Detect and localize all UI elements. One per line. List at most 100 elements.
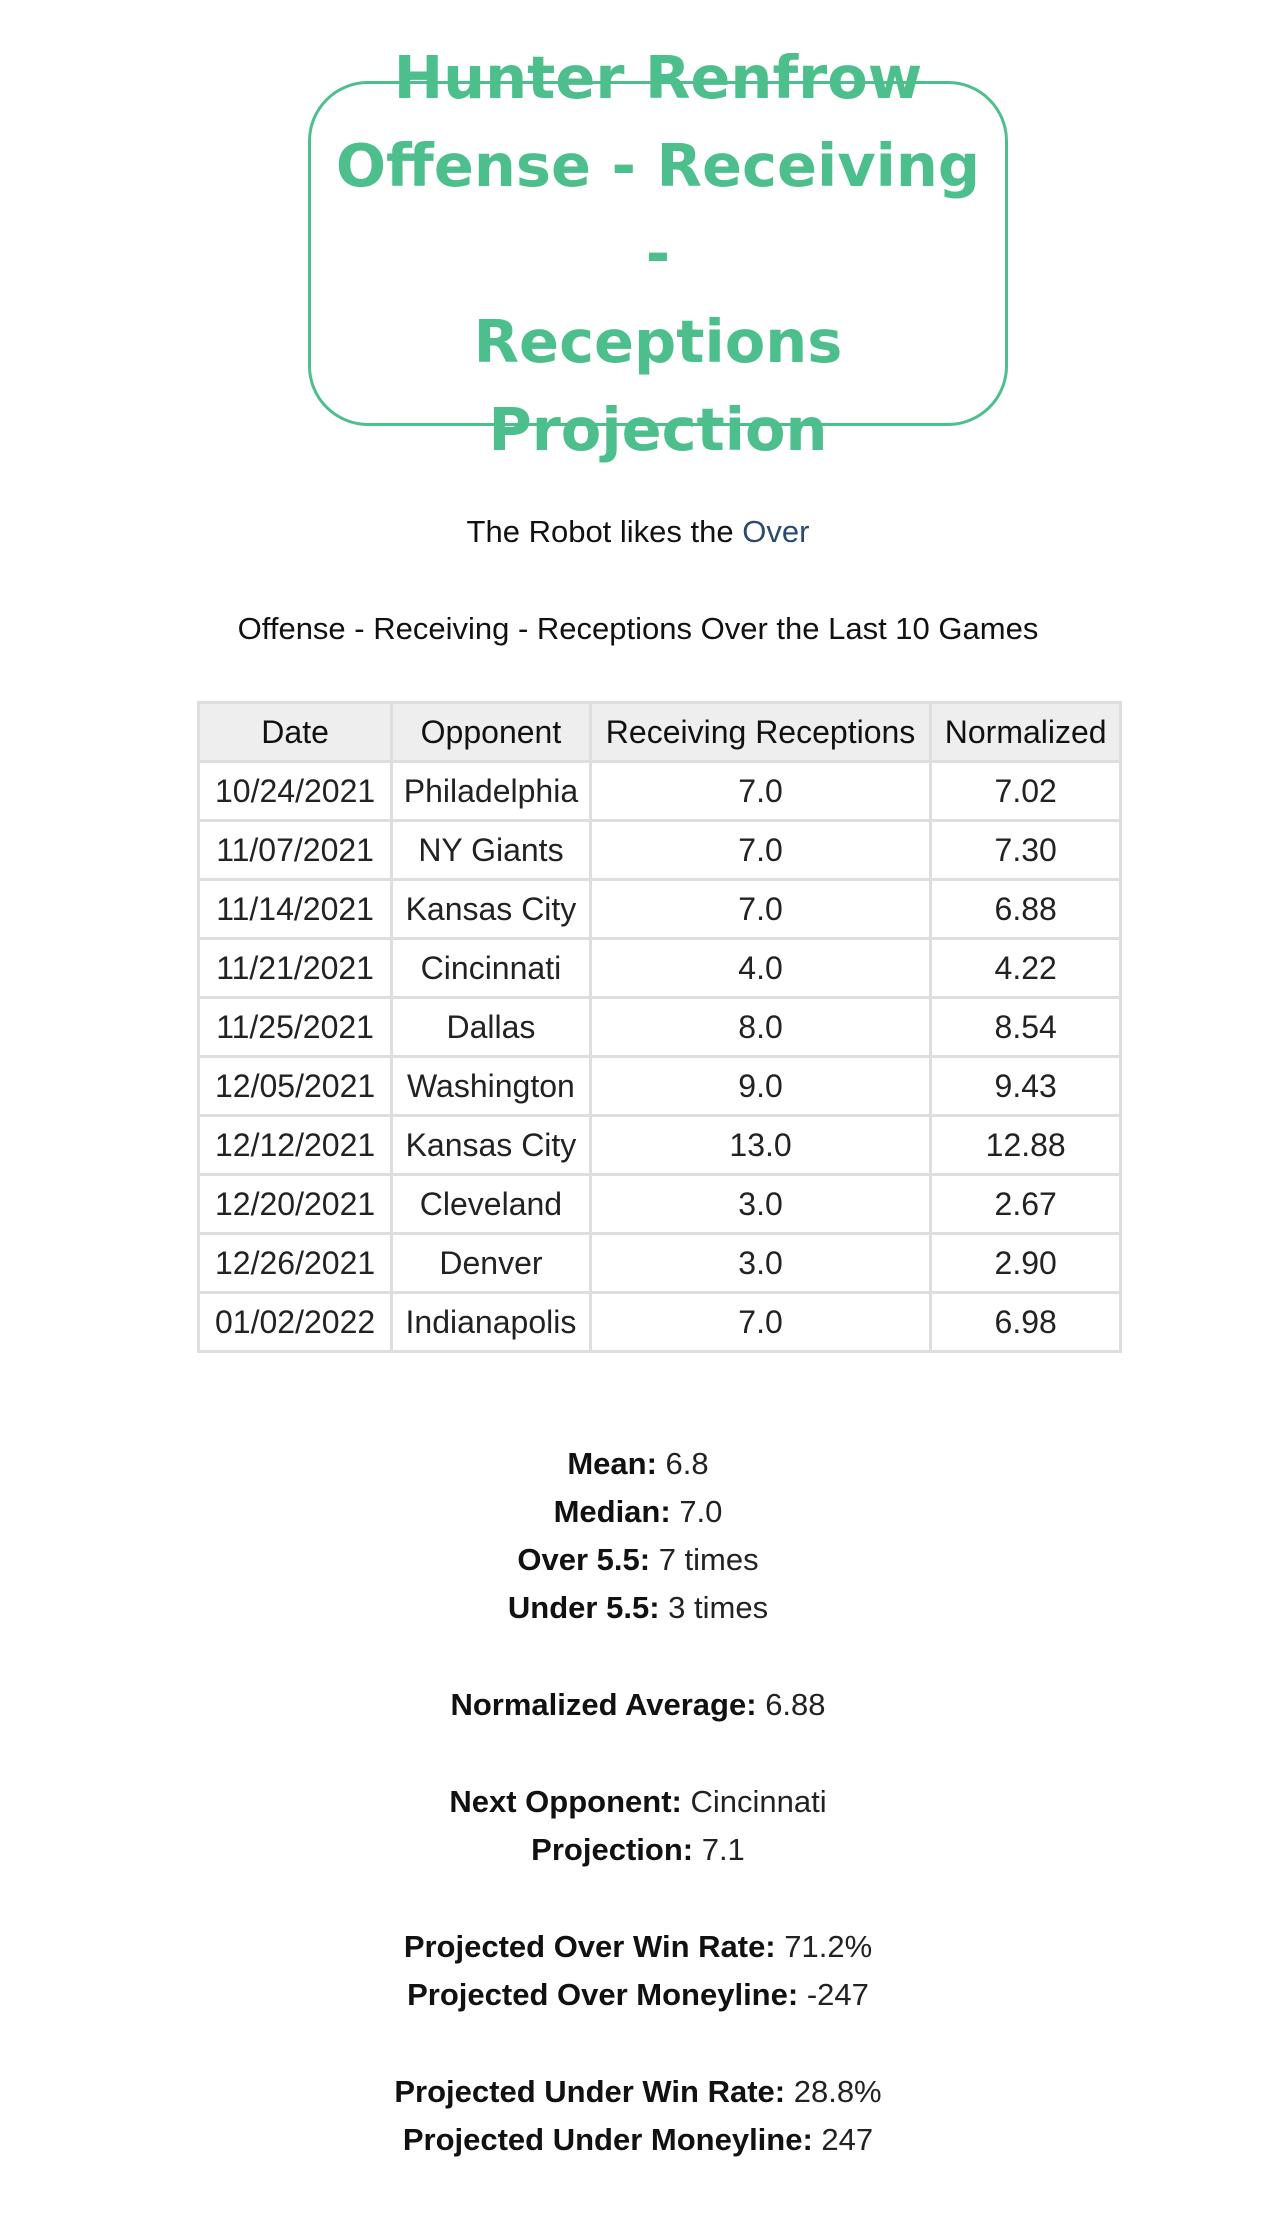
table-row: 12/05/2021 Washington 9.0 9.43 xyxy=(196,1055,1122,1117)
cell-receptions: 7.0 xyxy=(588,819,933,881)
table-row: 12/26/2021 Denver 3.0 2.90 xyxy=(196,1232,1122,1294)
cell-normalized: 4.22 xyxy=(929,937,1122,999)
header-normalized: Normalized xyxy=(929,701,1122,763)
stat-over-win-rate-label: Projected Over Win Rate: xyxy=(403,1929,776,1964)
cell-normalized: 7.02 xyxy=(929,760,1122,822)
cell-date: 11/07/2021 xyxy=(196,819,394,881)
stat-normalized-average: Normalized Average: 6.88 xyxy=(0,1681,1276,1729)
cell-date: 11/25/2021 xyxy=(196,996,394,1058)
robot-pick: Over xyxy=(742,514,810,549)
stat-normalized-average-label: Normalized Average: xyxy=(450,1687,757,1722)
table-row: 01/02/2022 Indianapolis 7.0 6.98 xyxy=(196,1291,1122,1353)
cell-date: 11/14/2021 xyxy=(196,878,394,940)
cell-normalized: 8.54 xyxy=(929,996,1122,1058)
cell-normalized: 2.67 xyxy=(929,1173,1122,1235)
over-block: Projected Over Win Rate: 71.2% Projected… xyxy=(0,1923,1276,2019)
cell-normalized: 9.43 xyxy=(929,1055,1122,1117)
stat-over-win-rate: Projected Over Win Rate: 71.2% xyxy=(0,1923,1276,1971)
robot-recommendation: The Robot likes the Over xyxy=(0,510,1276,554)
stat-median: Median: 7.0 xyxy=(0,1488,1276,1536)
stat-over-win-rate-value: 71.2% xyxy=(784,1929,873,1964)
stat-under-moneyline-label: Projected Under Moneyline: xyxy=(402,2122,813,2157)
stat-over-value: 7 times xyxy=(658,1542,759,1577)
stat-under-value: 3 times xyxy=(668,1590,769,1625)
cell-normalized: 12.88 xyxy=(929,1114,1122,1176)
summary-stats: Mean: 6.8 Median: 7.0 Over 5.5: 7 times … xyxy=(0,1440,1276,1632)
cell-normalized: 7.30 xyxy=(929,819,1122,881)
table-row: 12/20/2021 Cleveland 3.0 2.67 xyxy=(196,1173,1122,1235)
cell-receptions: 3.0 xyxy=(588,1232,933,1294)
stat-under-label: Under 5.5: xyxy=(507,1590,660,1625)
stat-over-moneyline: Projected Over Moneyline: -247 xyxy=(0,1971,1276,2019)
stat-over: Over 5.5: 7 times xyxy=(0,1536,1276,1584)
page-title: Hunter Renfrow Offense - Receiving - Rec… xyxy=(311,34,1005,474)
cell-date: 01/02/2022 xyxy=(196,1291,394,1353)
header-receiving-receptions: Receiving Receptions xyxy=(588,701,933,763)
table-row: 11/14/2021 Kansas City 7.0 6.88 xyxy=(196,878,1122,940)
cell-receptions: 9.0 xyxy=(588,1055,933,1117)
stat-normalized-average-value: 6.88 xyxy=(765,1687,826,1722)
stat-under-win-rate-value: 28.8% xyxy=(793,2074,882,2109)
cell-opponent: Philadelphia xyxy=(390,760,592,822)
cell-opponent: NY Giants xyxy=(390,819,592,881)
title-line-2: Offense - Receiving - xyxy=(335,130,981,288)
games-table: Date Opponent Receiving Receptions Norma… xyxy=(196,701,1122,1353)
cell-receptions: 8.0 xyxy=(588,996,933,1058)
stat-projection-label: Projection: xyxy=(531,1832,694,1867)
stat-under: Under 5.5: 3 times xyxy=(0,1584,1276,1632)
stat-median-value: 7.0 xyxy=(679,1494,723,1529)
cell-receptions: 4.0 xyxy=(588,937,933,999)
stat-over-label: Over 5.5: xyxy=(517,1542,651,1577)
stat-next-opponent-label: Next Opponent: xyxy=(449,1784,682,1819)
robot-prefix: The Robot likes the xyxy=(466,514,734,549)
table-row: 11/21/2021 Cincinnati 4.0 4.22 xyxy=(196,937,1122,999)
cell-opponent: Cleveland xyxy=(390,1173,592,1235)
cell-receptions: 7.0 xyxy=(588,1291,933,1353)
stat-next-opponent-value: Cincinnati xyxy=(690,1784,827,1819)
table-header-row: Date Opponent Receiving Receptions Norma… xyxy=(196,701,1122,763)
stat-mean: Mean: 6.8 xyxy=(0,1440,1276,1488)
table-row: 10/24/2021 Philadelphia 7.0 7.02 xyxy=(196,760,1122,822)
cell-opponent: Kansas City xyxy=(390,1114,592,1176)
stat-under-moneyline-value: 247 xyxy=(821,2122,874,2157)
cell-opponent: Indianapolis xyxy=(390,1291,592,1353)
cell-date: 12/05/2021 xyxy=(196,1055,394,1117)
title-card: Hunter Renfrow Offense - Receiving - Rec… xyxy=(308,43,1008,464)
stat-projection-value: 7.1 xyxy=(701,1832,745,1867)
cell-date: 12/26/2021 xyxy=(196,1232,394,1294)
cell-normalized: 6.98 xyxy=(929,1291,1122,1353)
cell-date: 12/12/2021 xyxy=(196,1114,394,1176)
header-opponent: Opponent xyxy=(390,701,592,763)
stat-mean-label: Mean: xyxy=(567,1446,657,1481)
cell-normalized: 2.90 xyxy=(929,1232,1122,1294)
cell-date: 11/21/2021 xyxy=(196,937,394,999)
cell-normalized: 6.88 xyxy=(929,878,1122,940)
cell-receptions: 13.0 xyxy=(588,1114,933,1176)
cell-opponent: Denver xyxy=(390,1232,592,1294)
stat-over-moneyline-label: Projected Over Moneyline: xyxy=(407,1977,799,2012)
title-line-3: Receptions Projection xyxy=(473,306,843,464)
cell-receptions: 7.0 xyxy=(588,760,933,822)
stat-under-win-rate-label: Projected Under Win Rate: xyxy=(394,2074,786,2109)
stat-under-moneyline: Projected Under Moneyline: 247 xyxy=(0,2116,1276,2164)
cell-opponent: Dallas xyxy=(390,996,592,1058)
header-date: Date xyxy=(196,701,394,763)
cell-receptions: 7.0 xyxy=(588,878,933,940)
cell-opponent: Washington xyxy=(390,1055,592,1117)
cell-date: 10/24/2021 xyxy=(196,760,394,822)
stat-projection: Projection: 7.1 xyxy=(0,1826,1276,1874)
cell-receptions: 3.0 xyxy=(588,1173,933,1235)
table-row: 11/25/2021 Dallas 8.0 8.54 xyxy=(196,996,1122,1058)
stat-mean-value: 6.8 xyxy=(665,1446,709,1481)
stat-median-label: Median: xyxy=(553,1494,671,1529)
under-block: Projected Under Win Rate: 28.8% Projecte… xyxy=(0,2068,1276,2164)
section-heading: Offense - Receiving - Receptions Over th… xyxy=(237,611,1039,646)
cell-opponent: Kansas City xyxy=(390,878,592,940)
cell-date: 12/20/2021 xyxy=(196,1173,394,1235)
stat-over-moneyline-value: -247 xyxy=(806,1977,869,2012)
title-line-1: Hunter Renfrow xyxy=(393,42,923,112)
stat-next-opponent: Next Opponent: Cincinnati xyxy=(0,1778,1276,1826)
cell-opponent: Cincinnati xyxy=(390,937,592,999)
stat-under-win-rate: Projected Under Win Rate: 28.8% xyxy=(0,2068,1276,2116)
